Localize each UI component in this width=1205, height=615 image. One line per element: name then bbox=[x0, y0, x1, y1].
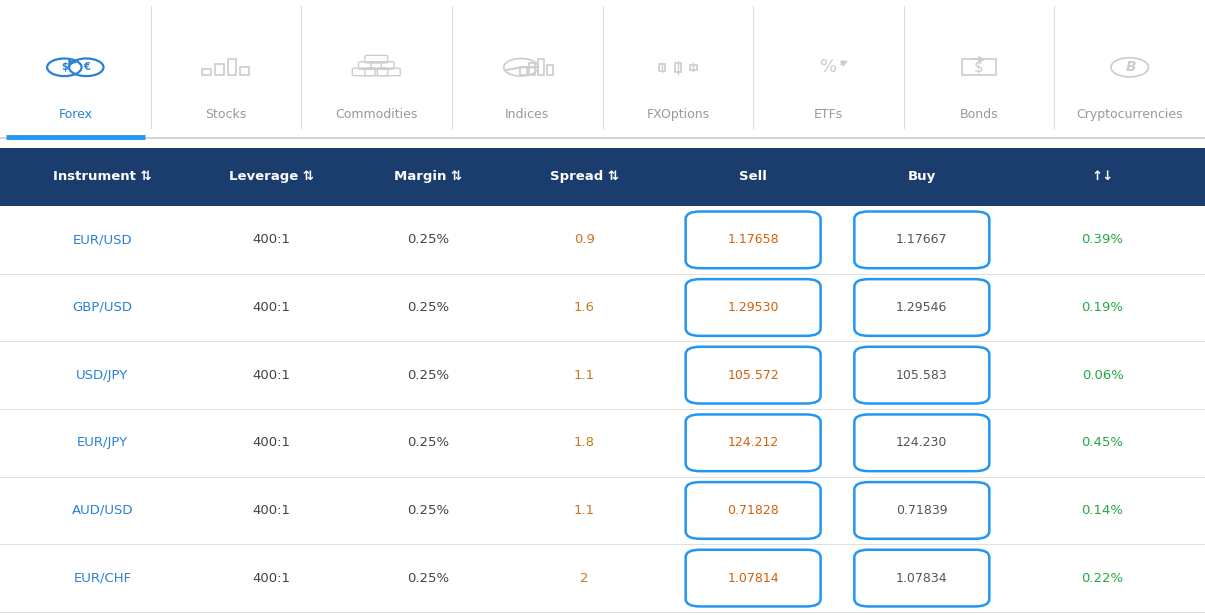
Text: $: $ bbox=[61, 62, 67, 73]
Bar bbox=[240, 66, 248, 75]
FancyBboxPatch shape bbox=[686, 550, 821, 606]
Bar bbox=[202, 69, 211, 75]
Text: 0.25%: 0.25% bbox=[407, 504, 448, 517]
Text: Stocks: Stocks bbox=[205, 108, 247, 122]
Bar bbox=[962, 59, 997, 75]
Text: €: € bbox=[83, 62, 89, 73]
FancyBboxPatch shape bbox=[0, 148, 1205, 206]
Text: 0.71828: 0.71828 bbox=[728, 504, 778, 517]
Text: 124.212: 124.212 bbox=[728, 436, 778, 450]
FancyBboxPatch shape bbox=[854, 212, 989, 268]
Text: 1.29546: 1.29546 bbox=[897, 301, 947, 314]
Text: EUR/JPY: EUR/JPY bbox=[77, 436, 128, 450]
FancyBboxPatch shape bbox=[0, 274, 1205, 341]
Bar bbox=[214, 64, 224, 75]
Text: 0.25%: 0.25% bbox=[407, 571, 448, 585]
Text: 400:1: 400:1 bbox=[252, 571, 290, 585]
Bar bbox=[690, 65, 696, 69]
Text: Indices: Indices bbox=[505, 108, 549, 122]
FancyBboxPatch shape bbox=[0, 544, 1205, 612]
Text: FXOptions: FXOptions bbox=[646, 108, 710, 122]
Text: EUR/CHF: EUR/CHF bbox=[74, 571, 131, 585]
FancyBboxPatch shape bbox=[0, 477, 1205, 544]
Text: 400:1: 400:1 bbox=[252, 504, 290, 517]
FancyBboxPatch shape bbox=[0, 341, 1205, 409]
Bar bbox=[659, 64, 665, 71]
Text: 0.22%: 0.22% bbox=[1082, 571, 1123, 585]
FancyBboxPatch shape bbox=[686, 212, 821, 268]
FancyBboxPatch shape bbox=[0, 206, 1205, 274]
Text: Sell: Sell bbox=[739, 170, 768, 183]
Bar bbox=[521, 67, 527, 75]
Text: 400:1: 400:1 bbox=[252, 233, 290, 247]
Text: 1.17658: 1.17658 bbox=[728, 233, 778, 247]
Bar bbox=[537, 59, 545, 75]
Text: 1.07814: 1.07814 bbox=[728, 571, 778, 585]
Text: 1.1: 1.1 bbox=[574, 368, 595, 382]
Text: Commodities: Commodities bbox=[335, 108, 418, 122]
Text: USD/JPY: USD/JPY bbox=[76, 368, 129, 382]
Text: 0.06%: 0.06% bbox=[1082, 368, 1123, 382]
FancyBboxPatch shape bbox=[0, 409, 1205, 477]
Text: Buy: Buy bbox=[907, 170, 936, 183]
FancyBboxPatch shape bbox=[686, 279, 821, 336]
Text: 400:1: 400:1 bbox=[252, 436, 290, 450]
Text: AUD/USD: AUD/USD bbox=[71, 504, 134, 517]
Text: 0.39%: 0.39% bbox=[1082, 233, 1123, 247]
Bar bbox=[547, 65, 553, 75]
Text: 0.71839: 0.71839 bbox=[897, 504, 947, 517]
Text: 1.1: 1.1 bbox=[574, 504, 595, 517]
Text: %: % bbox=[819, 58, 837, 76]
Text: 400:1: 400:1 bbox=[252, 368, 290, 382]
FancyBboxPatch shape bbox=[686, 482, 821, 539]
Text: 105.583: 105.583 bbox=[897, 368, 947, 382]
Text: 2: 2 bbox=[580, 571, 589, 585]
FancyBboxPatch shape bbox=[686, 347, 821, 403]
Text: Cryptocurrencies: Cryptocurrencies bbox=[1076, 108, 1183, 122]
Text: Forex: Forex bbox=[58, 108, 93, 122]
Text: GBP/USD: GBP/USD bbox=[72, 301, 133, 314]
Text: Bonds: Bonds bbox=[959, 108, 999, 122]
Text: 105.572: 105.572 bbox=[728, 368, 778, 382]
FancyBboxPatch shape bbox=[0, 0, 1205, 140]
Text: ↑↓: ↑↓ bbox=[1092, 170, 1113, 183]
Text: 0.25%: 0.25% bbox=[407, 233, 448, 247]
Text: Spread ⇅: Spread ⇅ bbox=[549, 170, 619, 183]
FancyBboxPatch shape bbox=[854, 347, 989, 403]
Text: 0.19%: 0.19% bbox=[1082, 301, 1123, 314]
Bar bbox=[228, 59, 236, 75]
Text: 0.45%: 0.45% bbox=[1082, 436, 1123, 450]
Text: 0.25%: 0.25% bbox=[407, 301, 448, 314]
Bar bbox=[675, 63, 681, 72]
Text: 124.230: 124.230 bbox=[897, 436, 947, 450]
Text: 400:1: 400:1 bbox=[252, 301, 290, 314]
Text: Leverage ⇅: Leverage ⇅ bbox=[229, 170, 313, 183]
FancyBboxPatch shape bbox=[854, 415, 989, 471]
Text: 0.25%: 0.25% bbox=[407, 436, 448, 450]
FancyBboxPatch shape bbox=[686, 415, 821, 471]
Text: 0.14%: 0.14% bbox=[1082, 504, 1123, 517]
Bar bbox=[529, 63, 535, 75]
Text: 1.8: 1.8 bbox=[574, 436, 595, 450]
Text: Instrument ⇅: Instrument ⇅ bbox=[53, 170, 152, 183]
Text: 0.25%: 0.25% bbox=[407, 368, 448, 382]
Text: $: $ bbox=[974, 60, 984, 75]
Text: 1.29530: 1.29530 bbox=[728, 301, 778, 314]
FancyBboxPatch shape bbox=[854, 279, 989, 336]
Text: 1.17667: 1.17667 bbox=[897, 233, 947, 247]
Text: 1.6: 1.6 bbox=[574, 301, 595, 314]
Text: 0.9: 0.9 bbox=[574, 233, 595, 247]
Text: Margin ⇅: Margin ⇅ bbox=[394, 170, 462, 183]
FancyBboxPatch shape bbox=[854, 482, 989, 539]
Text: B: B bbox=[1125, 60, 1136, 74]
Text: 1.07834: 1.07834 bbox=[897, 571, 947, 585]
FancyBboxPatch shape bbox=[854, 550, 989, 606]
Text: EUR/USD: EUR/USD bbox=[72, 233, 133, 247]
Text: ETFs: ETFs bbox=[813, 108, 843, 122]
